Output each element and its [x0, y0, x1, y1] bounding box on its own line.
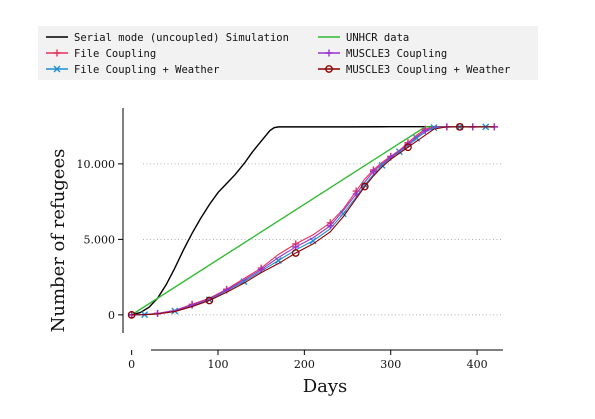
legend-item: File Coupling	[46, 48, 156, 60]
legend-marker	[325, 65, 333, 73]
legend-marker	[53, 49, 61, 57]
data-point	[361, 181, 369, 189]
axes: 0 5.000 10.000 0 100 200 300 400	[77, 108, 503, 371]
series-line	[131, 126, 495, 316]
legend-marker	[325, 49, 333, 57]
legend-box	[38, 26, 538, 80]
x-tick-label: 0	[128, 358, 135, 371]
data-point	[455, 123, 464, 131]
legend-marker	[53, 65, 61, 73]
series-line	[131, 126, 495, 316]
series-5	[128, 123, 498, 319]
data-point	[360, 182, 369, 191]
legend-item: Serial mode (uncoupled) Simulation	[46, 32, 289, 44]
legend-label: Serial mode (uncoupled) Simulation	[74, 32, 289, 44]
x-tick-label: 300	[380, 358, 401, 371]
y-tick-label: 0	[108, 309, 115, 322]
y-tick-label: 10.000	[77, 158, 116, 171]
series-line	[131, 126, 495, 316]
series-1	[131, 126, 495, 316]
data-point	[188, 301, 196, 309]
data-point	[205, 296, 214, 305]
data-point	[127, 311, 136, 319]
data-point	[257, 266, 265, 274]
x-tick-label: 400	[467, 358, 488, 371]
series-line	[131, 126, 495, 316]
legend-label: MUSCLE3 Coupling + Weather	[346, 64, 510, 76]
data-point	[421, 127, 429, 135]
series-6	[127, 123, 495, 319]
data-point	[352, 190, 360, 198]
legend: Serial mode (uncoupled) Simulation UNHCR …	[38, 26, 538, 80]
legend-item: MUSCLE3 Coupling	[318, 48, 447, 60]
series-4	[131, 123, 495, 319]
grid-lines	[143, 163, 503, 316]
legend-label: File Coupling	[74, 48, 156, 60]
data-point	[404, 143, 412, 152]
legend-item: File Coupling + Weather	[46, 64, 219, 76]
y-tick-label: 5.000	[84, 233, 116, 246]
y-axis-label: Number of refugees	[48, 149, 69, 333]
legend-label: File Coupling + Weather	[74, 64, 219, 76]
x-axis-label: Days	[303, 376, 348, 397]
legend-label: MUSCLE3 Coupling	[346, 48, 447, 60]
legend-item: UNHCR data	[318, 32, 409, 44]
series-layer	[127, 123, 498, 319]
data-point	[378, 161, 386, 169]
x-tick-label: 200	[294, 358, 315, 371]
data-point	[369, 167, 377, 175]
x-tick-label: 100	[208, 358, 229, 371]
series-2	[131, 126, 495, 316]
data-point	[291, 249, 300, 257]
data-point	[326, 222, 334, 230]
data-point	[339, 210, 347, 218]
legend-item: MUSCLE3 Coupling + Weather	[318, 64, 510, 76]
series-line	[131, 126, 495, 316]
legend-label: UNHCR data	[346, 32, 409, 44]
data-point	[430, 124, 438, 132]
series-3	[128, 123, 498, 319]
series-line	[131, 126, 495, 316]
